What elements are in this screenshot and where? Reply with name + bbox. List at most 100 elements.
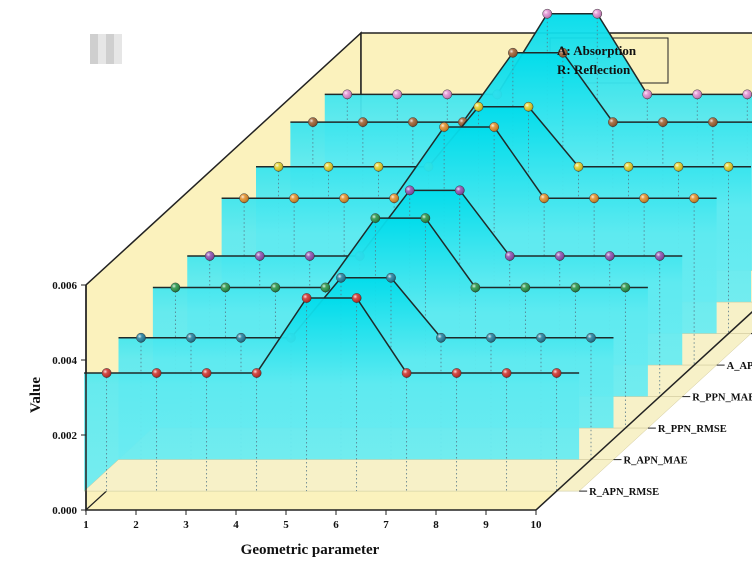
depth-axis-line xyxy=(535,311,752,511)
y-tick-label: 0.000 xyxy=(52,505,77,517)
series-label: A_APN_RMSE xyxy=(727,361,752,372)
data-point-shine xyxy=(470,282,480,293)
data-point-shine xyxy=(642,89,652,99)
data-point-shine xyxy=(252,368,262,378)
data-point-shine xyxy=(473,102,484,112)
data-point-shine xyxy=(270,282,280,293)
series-line xyxy=(324,12,752,96)
data-point-shine xyxy=(723,162,734,172)
x-tick-label: 8 xyxy=(433,519,439,531)
data-point-shine xyxy=(320,282,330,293)
data-point-shine xyxy=(439,122,449,132)
data-point-shine xyxy=(502,368,512,378)
series-floor xyxy=(83,459,615,492)
data-point-shine xyxy=(523,102,534,112)
annotation-absorption: A: Absorption xyxy=(557,43,637,58)
data-point-shine xyxy=(239,193,249,203)
data-point-shine xyxy=(442,89,452,99)
series-layer: A_PPN_MAEA_PPN_RMSEA_APN_MAEA_APN_RMSER_… xyxy=(83,8,752,498)
data-point-shine xyxy=(742,89,752,99)
y-axis-title: Value xyxy=(28,377,44,413)
x-tick-label: 10 xyxy=(531,519,543,531)
series-R_APN_RMSE: R_APN_RMSE xyxy=(83,293,659,498)
series-line xyxy=(84,297,580,374)
data-point-shine xyxy=(452,368,462,378)
data-point-shine xyxy=(536,333,546,343)
data-point-shine xyxy=(255,251,265,261)
data-point-shine xyxy=(308,117,318,127)
data-point-shine xyxy=(136,333,146,343)
data-point-shine xyxy=(302,293,312,303)
data-point-shine xyxy=(573,162,584,172)
data-point-shine xyxy=(386,273,396,283)
annotation-reflection: R: Reflection xyxy=(557,62,631,77)
data-point-shine xyxy=(692,89,702,99)
data-point-shine xyxy=(370,213,380,223)
data-point-shine xyxy=(586,333,596,343)
series-line xyxy=(152,217,648,289)
data-point-shine xyxy=(408,117,418,127)
y-tick-label: 0.002 xyxy=(52,430,77,442)
annotation-box: A: Absorption R: Reflection xyxy=(557,43,637,77)
axis-layer: 1 2 3 4 5 6 7 8 9 10 0.000 0.002 0.004 0.006 xyxy=(52,280,752,531)
data-point-shine xyxy=(542,9,552,19)
data-point-shine xyxy=(589,193,599,203)
data-point-shine xyxy=(658,117,668,127)
data-point-shine xyxy=(186,333,196,343)
data-point-shine xyxy=(539,193,549,203)
data-point-shine xyxy=(405,185,415,195)
data-point-shine xyxy=(555,251,565,261)
x-tick-label: 3 xyxy=(183,519,189,531)
data-point-shine xyxy=(558,48,568,58)
y-tick-label: 0.006 xyxy=(52,280,77,292)
data-point-shine xyxy=(336,273,346,283)
x-axis-title: Geometric parameter xyxy=(241,542,380,558)
data-point-shine xyxy=(608,117,618,127)
data-point-shine xyxy=(402,368,412,378)
data-point-shine xyxy=(508,48,518,58)
data-point-shine xyxy=(673,162,684,172)
data-point-shine xyxy=(570,282,580,293)
series-line xyxy=(256,105,751,168)
series-area xyxy=(84,297,580,492)
data-point-shine xyxy=(489,122,499,132)
data-point-shine xyxy=(520,282,530,293)
series-label: R_PPN_RMSE xyxy=(658,424,727,435)
series-label: R_PPN_MAE xyxy=(692,393,752,404)
series-line xyxy=(221,126,717,199)
data-point-shine xyxy=(639,193,649,203)
data-point-shine xyxy=(289,193,299,203)
data-point-shine xyxy=(202,368,212,378)
data-point-shine xyxy=(392,89,402,99)
series-label: R_APN_MAE xyxy=(624,456,688,467)
data-point-shine xyxy=(505,251,515,261)
data-point-shine xyxy=(373,162,384,172)
x-tick-label: 4 xyxy=(233,519,239,531)
data-point-shine xyxy=(436,333,446,343)
series-label: R_APN_RMSE xyxy=(589,487,659,498)
data-point-shine xyxy=(552,368,562,378)
data-point-shine xyxy=(486,333,496,343)
x-tick-label: 1 xyxy=(83,519,89,531)
data-point-shine xyxy=(708,117,718,127)
data-point-shine xyxy=(655,251,665,261)
data-point-shine xyxy=(592,9,602,19)
data-point-shine xyxy=(342,89,352,99)
data-point-shine xyxy=(620,282,630,293)
data-point-shine xyxy=(689,193,699,203)
data-point-shine xyxy=(236,333,246,343)
data-point-shine xyxy=(339,193,349,203)
data-point-shine xyxy=(170,282,180,293)
x-tick-label: 5 xyxy=(283,519,289,531)
data-point-shine xyxy=(205,251,215,261)
x-tick-label: 7 xyxy=(383,519,389,531)
data-point-shine xyxy=(358,117,368,127)
x-tick-label: 2 xyxy=(133,519,139,531)
data-point-shine xyxy=(420,213,430,223)
blurred-logo xyxy=(90,34,122,64)
data-point-shine xyxy=(305,251,315,261)
y-tick-label: 0.004 xyxy=(52,355,77,367)
data-point-shine xyxy=(102,368,112,378)
data-point-shine xyxy=(455,185,465,195)
